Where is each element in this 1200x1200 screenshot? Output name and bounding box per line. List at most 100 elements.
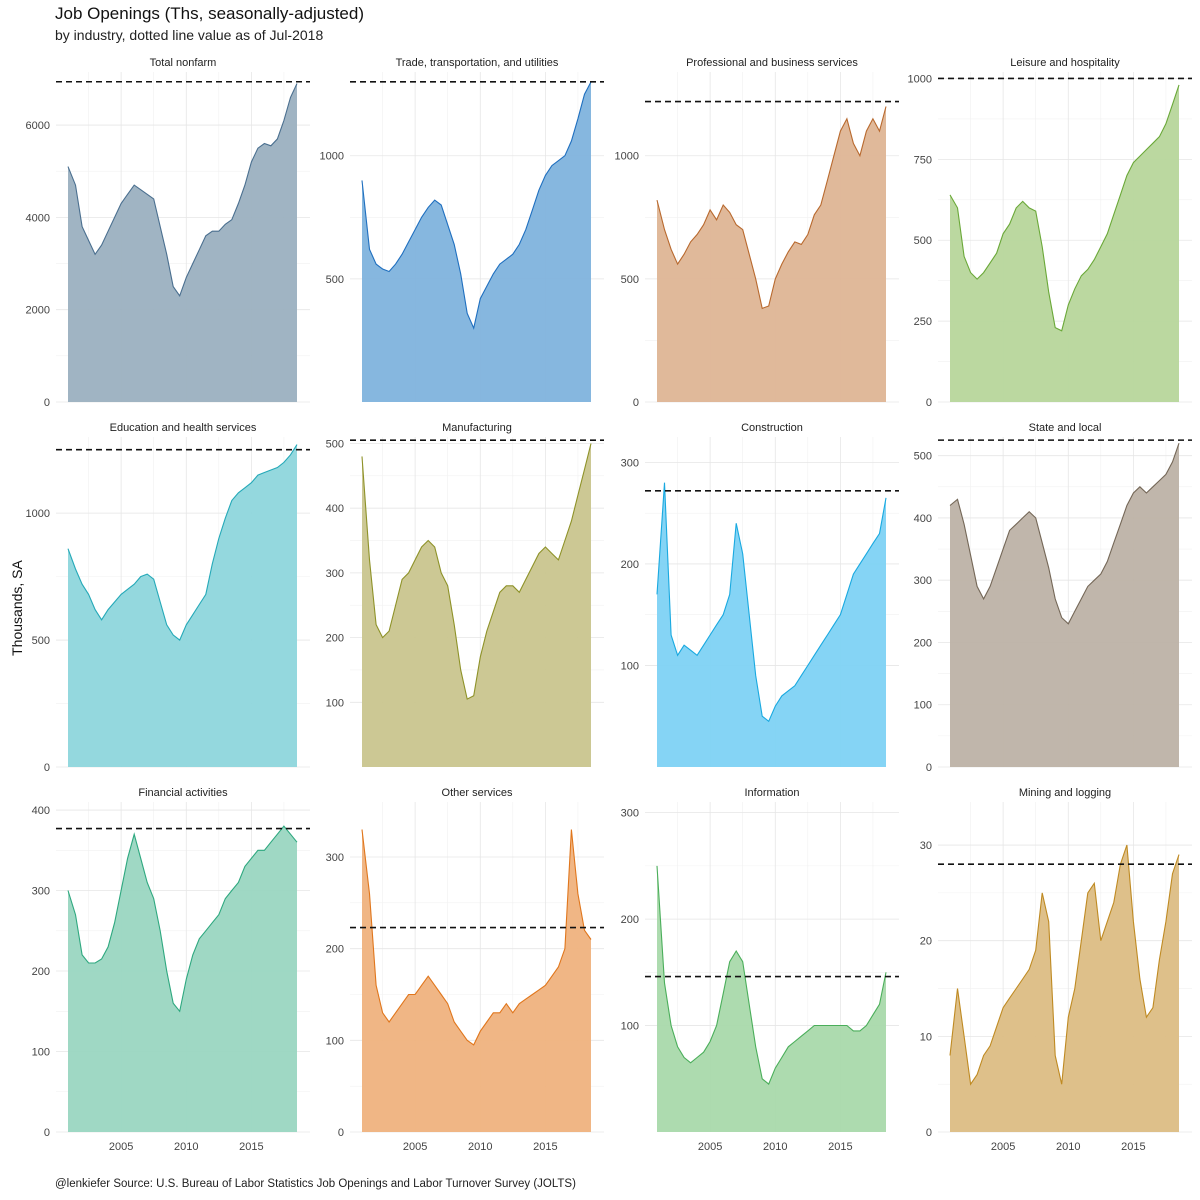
y-tick-label: 0	[44, 762, 50, 774]
panel-other-services: Other services 0 100 200 300 2005 2010 2015	[326, 787, 604, 1153]
y-tick-label: 4000	[26, 212, 50, 224]
series-line	[949, 844, 1180, 1086]
series-area	[68, 83, 297, 402]
panel-title: Total nonfarm	[150, 57, 217, 69]
series-area	[362, 829, 591, 1132]
y-tick-label: 0	[44, 397, 50, 409]
y-tick-label: 0	[633, 397, 639, 409]
x-tick-label: 2005	[109, 1141, 133, 1153]
series-area	[950, 845, 1179, 1132]
series-line	[361, 81, 592, 330]
panel-construction: Construction 100 200 300	[621, 422, 899, 767]
y-tick-label: 10	[920, 1031, 932, 1043]
series-line	[949, 84, 1180, 332]
series-line	[656, 482, 887, 723]
x-tick-label: 2010	[174, 1141, 198, 1153]
y-tick-label: 1000	[908, 73, 932, 85]
y-tick-label: 100	[621, 660, 639, 672]
series-area	[657, 482, 886, 767]
x-tick-label: 2015	[828, 1141, 852, 1153]
y-tick-label: 500	[326, 274, 344, 286]
x-tick-label: 2005	[991, 1141, 1015, 1153]
y-tick-label: 200	[914, 637, 932, 649]
panel-total-nonfarm: Total nonfarm 0 2000 4000 6000	[26, 57, 310, 409]
panel-title: Professional and business services	[686, 57, 858, 69]
y-tick-label: 500	[914, 235, 932, 247]
y-tick-label: 300	[32, 886, 50, 898]
panel-title: Construction	[741, 422, 803, 434]
y-tick-label: 100	[914, 700, 932, 712]
panel-mining-and-logging: Mining and logging 0 10 20 30 2005 2010 2015	[920, 787, 1192, 1153]
x-tick-label: 2010	[763, 1141, 787, 1153]
panel-title: Manufacturing	[442, 422, 512, 434]
series-area	[950, 84, 1179, 403]
series-line	[67, 825, 298, 1013]
y-tick-label: 20	[920, 936, 932, 948]
y-tick-label: 500	[914, 451, 932, 463]
series-line	[656, 865, 887, 1085]
series-area	[68, 444, 297, 767]
panel-title: Information	[744, 787, 799, 799]
y-tick-label: 6000	[26, 120, 50, 132]
series-area	[657, 106, 886, 402]
panel-state-and-local: State and local 0 100 200 300 400 500	[914, 422, 1192, 774]
x-tick-label: 2005	[403, 1141, 427, 1153]
panel-professional-and-business-services: Professional and business services 0 500 10…	[615, 57, 899, 409]
y-tick-label: 0	[44, 1127, 50, 1139]
x-tick-label: 2010	[1056, 1141, 1080, 1153]
series-area	[657, 865, 886, 1132]
series-area	[362, 81, 591, 403]
y-tick-label: 200	[326, 944, 344, 956]
y-tick-label: 500	[32, 635, 50, 647]
y-tick-label: 200	[621, 914, 639, 926]
x-tick-label: 2010	[468, 1141, 492, 1153]
series-area	[950, 443, 1179, 767]
y-tick-label: 400	[326, 503, 344, 515]
panel-information: Information 100 200 300 2005 2010 2015	[621, 787, 899, 1153]
y-tick-label: 300	[621, 457, 639, 469]
x-tick-label: 2015	[533, 1141, 557, 1153]
chart-subtitle: by industry, dotted line value as of Jul…	[55, 27, 324, 43]
y-tick-label: 250	[914, 316, 932, 328]
y-tick-label: 200	[621, 559, 639, 571]
series-area	[68, 826, 297, 1132]
y-tick-label: 30	[920, 840, 932, 852]
panel-financial-activities: Financial activities 0 100 200 300 400 2005 201…	[32, 787, 310, 1153]
panel-title: Mining and logging	[1019, 787, 1111, 799]
panel-title: Leisure and hospitality	[1010, 57, 1120, 69]
chart-title: Job Openings (Ths, seasonally-adjusted)	[55, 4, 364, 23]
source-caption: @lenkiefer Source: U.S. Bureau of Labor …	[55, 1178, 576, 1190]
series-line	[656, 106, 887, 310]
series-line	[949, 443, 1180, 625]
y-tick-label: 0	[338, 1127, 344, 1139]
panel-title: State and local	[1029, 422, 1102, 434]
x-tick-label: 2005	[698, 1141, 722, 1153]
series-line	[67, 83, 298, 297]
y-tick-label: 200	[32, 966, 50, 978]
panel-manufacturing: Manufacturing 100 200 300 400 500	[326, 422, 604, 767]
y-tick-label: 0	[926, 397, 932, 409]
y-tick-label: 100	[326, 1035, 344, 1047]
y-tick-label: 500	[621, 274, 639, 286]
panel-title: Financial activities	[138, 787, 228, 799]
y-tick-label: 300	[914, 575, 932, 587]
x-tick-label: 2015	[1121, 1141, 1145, 1153]
y-tick-label: 400	[32, 805, 50, 817]
y-tick-label: 100	[32, 1047, 50, 1059]
y-tick-label: 200	[326, 633, 344, 645]
panel-title: Education and health services	[110, 422, 257, 434]
panel-trade-transportation-and-utilities: Trade, transportation, and utilities 500 1…	[320, 57, 604, 403]
y-tick-label: 1000	[615, 151, 639, 163]
y-tick-label: 0	[926, 1127, 932, 1139]
panel-title: Trade, transportation, and utilities	[396, 57, 559, 69]
y-tick-label: 1000	[320, 151, 344, 163]
panel-title: Other services	[442, 787, 513, 799]
series-line	[361, 443, 592, 700]
y-tick-label: 100	[326, 697, 344, 709]
series-area	[362, 443, 591, 767]
x-tick-label: 2015	[239, 1141, 263, 1153]
panel-education-and-health-services: Education and health services 0 500 1000	[26, 422, 310, 774]
y-tick-label: 500	[326, 438, 344, 450]
y-tick-label: 0	[926, 762, 932, 774]
